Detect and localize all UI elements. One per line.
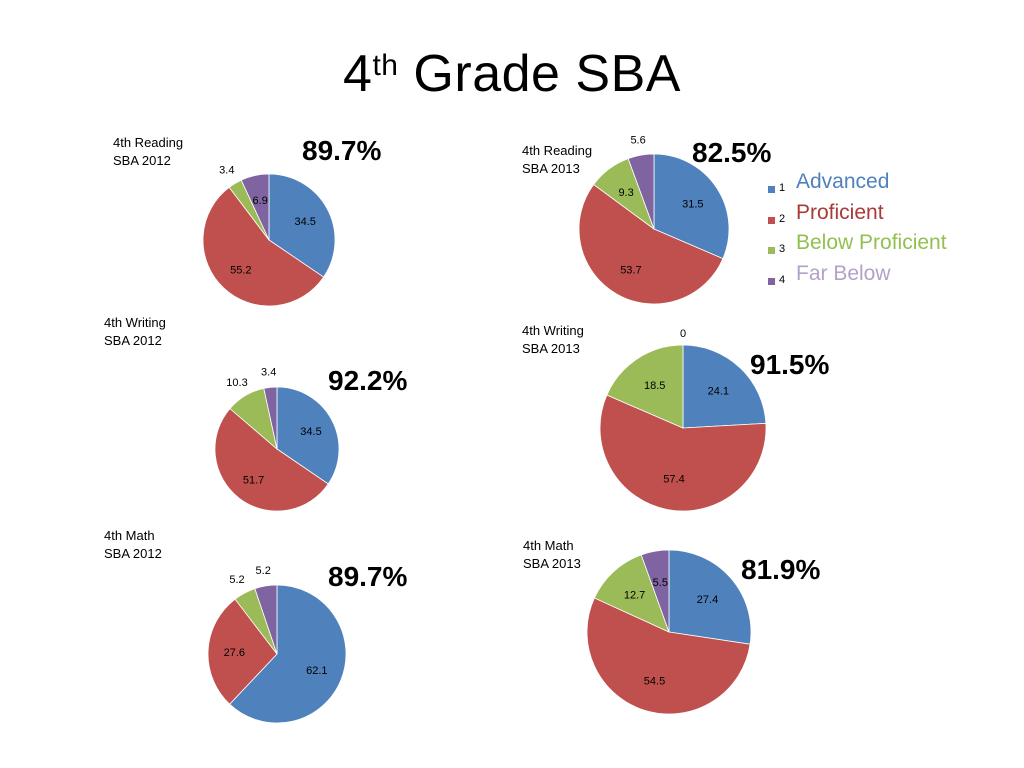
chart-label-line1: 4th Math <box>104 528 155 543</box>
chart-label-line1: 4th Math <box>523 538 574 553</box>
pie-value-label: 27.6 <box>224 647 245 659</box>
pie-slice-advanced <box>229 584 347 724</box>
chart-label-math-2012: 4th Math SBA 2012 <box>104 527 162 563</box>
pie-slice-far-below <box>240 173 270 241</box>
pie-value-label: 31.5 <box>682 198 703 210</box>
pie-value-label: 0 <box>680 328 686 340</box>
highlight-pct-math-2013: 81.9% <box>741 554 821 585</box>
chart-label-line1: 4th Reading <box>113 135 184 150</box>
pie-value-label: 5.2 <box>256 565 271 577</box>
chart-label-line1: 4th Writing <box>522 323 584 338</box>
chart-label-writing-2012: 4th Writing SBA 2012 <box>104 314 166 350</box>
pie-slice-far-below <box>640 549 670 633</box>
chart-label-line2: SBA 2013 <box>523 556 581 571</box>
pie-slice-advanced <box>653 153 730 260</box>
pie-slice-proficient <box>586 597 751 715</box>
pie-slice-below-proficient <box>593 554 670 633</box>
legend-label: Advanced <box>796 170 890 193</box>
legend-label: Below Proficient <box>796 231 947 254</box>
pie-slice-advanced <box>276 386 340 485</box>
pie-slice-proficient <box>207 598 278 705</box>
pie-value-label: 62.1 <box>306 665 327 677</box>
chart-label-line2: SBA 2012 <box>113 153 171 168</box>
chart-label-line2: SBA 2012 <box>104 333 162 348</box>
chart-label-writing-2013: 4th Writing SBA 2013 <box>522 322 584 358</box>
pie-value-label: 5.6 <box>630 134 645 146</box>
pie-value-label: 34.5 <box>300 426 321 438</box>
pie-slice-advanced <box>668 549 752 645</box>
chart-label-math-2013: 4th Math SBA 2013 <box>523 537 581 573</box>
pie-slice-proficient <box>578 183 724 305</box>
pie-slice-far-below <box>263 386 278 450</box>
pie-value-label: 53.7 <box>620 264 641 276</box>
pie-value-label: 34.5 <box>294 216 315 228</box>
pie-value-label: 51.7 <box>243 475 264 487</box>
chart-label-line1: 4th Writing <box>104 315 166 330</box>
highlight-pct-reading-2012: 89.7% <box>302 135 382 166</box>
pie-value-label: 12.7 <box>624 590 645 602</box>
highlight-pct-writing-2013: 91.5% <box>750 349 830 380</box>
pie-value-label: 55.2 <box>230 265 251 277</box>
legend-number: 1 <box>779 182 786 194</box>
pie-value-label: 10.3 <box>226 377 247 389</box>
pie-slice-advanced <box>682 344 767 429</box>
title-suffix: Grade SBA <box>398 45 681 103</box>
pie-value-label: 3.4 <box>219 165 234 177</box>
pie-value-label: 9.3 <box>618 187 633 199</box>
legend-label: Far Below <box>796 261 891 285</box>
legend-swatch <box>768 216 775 224</box>
pie-slice-far-below <box>254 584 278 655</box>
legend-swatch <box>768 247 775 254</box>
pie-value-label: 54.5 <box>644 676 665 688</box>
chart-label-reading-2013: 4th Reading SBA 2013 <box>522 142 592 178</box>
chart-label-line2: SBA 2013 <box>522 341 580 356</box>
pie-value-label: 5.5 <box>653 577 668 589</box>
pie-value-label: 27.4 <box>697 594 718 606</box>
pie-slice-proficient <box>202 186 325 307</box>
chart-label-line2: SBA 2013 <box>522 161 580 176</box>
legend-label: Proficient <box>796 200 884 224</box>
pie-slice-below-proficient <box>606 344 684 429</box>
legend-number: 3 <box>779 243 786 255</box>
legend-number: 2 <box>779 212 786 225</box>
chart-label-reading-2012: 4th Reading SBA 2012 <box>113 134 183 170</box>
legend-swatch <box>768 186 775 193</box>
title-superscript: th <box>372 49 399 82</box>
highlight-pct-reading-2013: 82.5% <box>692 137 772 168</box>
highlight-pct-writing-2012: 92.2% <box>328 365 408 396</box>
pie-value-label: 18.5 <box>644 380 665 392</box>
chart-label-line1: 4th Reading <box>522 143 593 158</box>
pie-value-label: 3.4 <box>261 366 276 378</box>
highlight-pct-math-2012: 89.7% <box>328 561 408 592</box>
pie-slice-far-below <box>627 153 655 230</box>
slide-title: 4th Grade SBA <box>0 44 1024 104</box>
pie-value-label: 6.9 <box>253 195 268 207</box>
pie-value-label: 24.1 <box>708 386 729 398</box>
chart-label-line2: SBA 2012 <box>104 546 162 561</box>
pie-slice-proficient <box>599 394 767 512</box>
legend-number: 4 <box>779 273 786 286</box>
legend-swatch <box>768 277 775 285</box>
pie-value-label: 5.2 <box>229 574 244 586</box>
pie-slice-advanced <box>268 173 336 278</box>
pie-value-label: 57.4 <box>663 474 684 486</box>
title-prefix: 4 <box>343 45 373 103</box>
pie-slice-proficient <box>214 408 329 512</box>
